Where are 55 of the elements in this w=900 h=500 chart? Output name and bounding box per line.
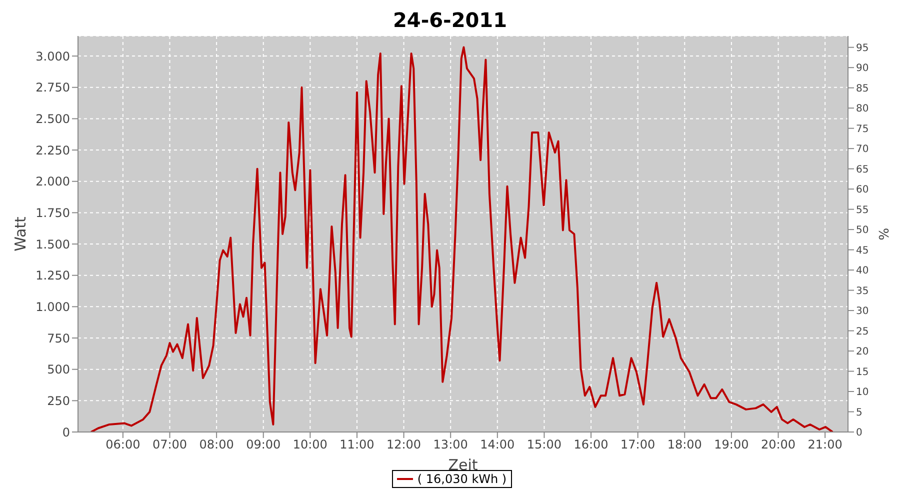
x-tick-label: 19:00 xyxy=(714,438,749,452)
y-axis-title: Watt xyxy=(11,216,30,252)
y-tick-label: 2.500 xyxy=(36,112,70,126)
y-tick-label: 250 xyxy=(47,394,70,408)
y2-tick-label: 70 xyxy=(856,144,869,156)
chart-title: 24-6-2011 xyxy=(392,8,508,34)
x-tick-label: 12:00 xyxy=(386,438,422,452)
x-tick-label: 18:00 xyxy=(667,438,702,452)
y2-tick-label: 65 xyxy=(856,164,869,176)
y-tick-label: 0 xyxy=(62,425,70,440)
x-tick-label: 21:00 xyxy=(808,438,842,452)
y2-tick-label: 80 xyxy=(856,104,869,115)
x-tick-label: 20:00 xyxy=(760,438,796,452)
y2-tick-label: 10 xyxy=(856,387,869,398)
y2-tick-label: 45 xyxy=(856,245,869,256)
y-tick-label: 1.250 xyxy=(36,268,70,283)
line-series xyxy=(90,46,834,432)
y-tick-label: 500 xyxy=(47,362,70,377)
y-tick-label: 3.000 xyxy=(36,49,70,64)
y2-tick-label: 30 xyxy=(856,306,869,318)
y2-tick-label: 60 xyxy=(856,184,869,196)
legend-label: ( 16,030 kWh ) xyxy=(417,472,507,486)
y-tick-label: 1.000 xyxy=(36,300,70,314)
x-tick-label: 17:00 xyxy=(620,438,656,452)
x-tick-label: 10:00 xyxy=(292,438,328,452)
y2-tick-label: 85 xyxy=(856,83,869,94)
x-tick-label: 14:00 xyxy=(480,438,515,452)
x-tick-label: 07:00 xyxy=(152,438,188,452)
y-tick-label: 2.250 xyxy=(36,143,70,158)
y2-tick-label: 75 xyxy=(856,124,869,135)
y-tick-label: 2.750 xyxy=(36,80,70,95)
x-tick-label: 15:00 xyxy=(526,438,562,452)
y2-tick-label: 15 xyxy=(856,366,869,378)
y-tick-label: 1.500 xyxy=(36,237,70,252)
y2-tick-label: 20 xyxy=(856,346,869,358)
y2-tick-label: 40 xyxy=(856,266,869,277)
x-tick-label: 08:00 xyxy=(199,438,234,452)
y2-tick-label: 95 xyxy=(856,42,869,54)
y2-tick-label: 50 xyxy=(856,225,869,236)
y-tick-label: 750 xyxy=(47,331,70,346)
y-tick-label: 2.000 xyxy=(36,174,70,189)
x-tick-label: 13:00 xyxy=(433,438,468,452)
x-tick-label: 16:00 xyxy=(574,438,608,452)
y-tick-label: 1.750 xyxy=(36,206,70,220)
y2-tick-label: 5 xyxy=(856,407,862,418)
y2-tick-label: 90 xyxy=(856,63,869,74)
x-tick-label: 09:00 xyxy=(246,438,281,452)
y2-tick-label: 35 xyxy=(856,286,869,297)
y2-tick-label: 0 xyxy=(856,428,862,439)
y2-tick-label: 25 xyxy=(856,326,869,338)
x-tick-label: 06:00 xyxy=(106,438,140,452)
x-axis-title: Zeit xyxy=(448,456,478,474)
x-tick-label: 11:00 xyxy=(340,438,374,452)
y2-axis-title: % xyxy=(878,228,893,240)
y2-tick-label: 55 xyxy=(856,204,869,216)
